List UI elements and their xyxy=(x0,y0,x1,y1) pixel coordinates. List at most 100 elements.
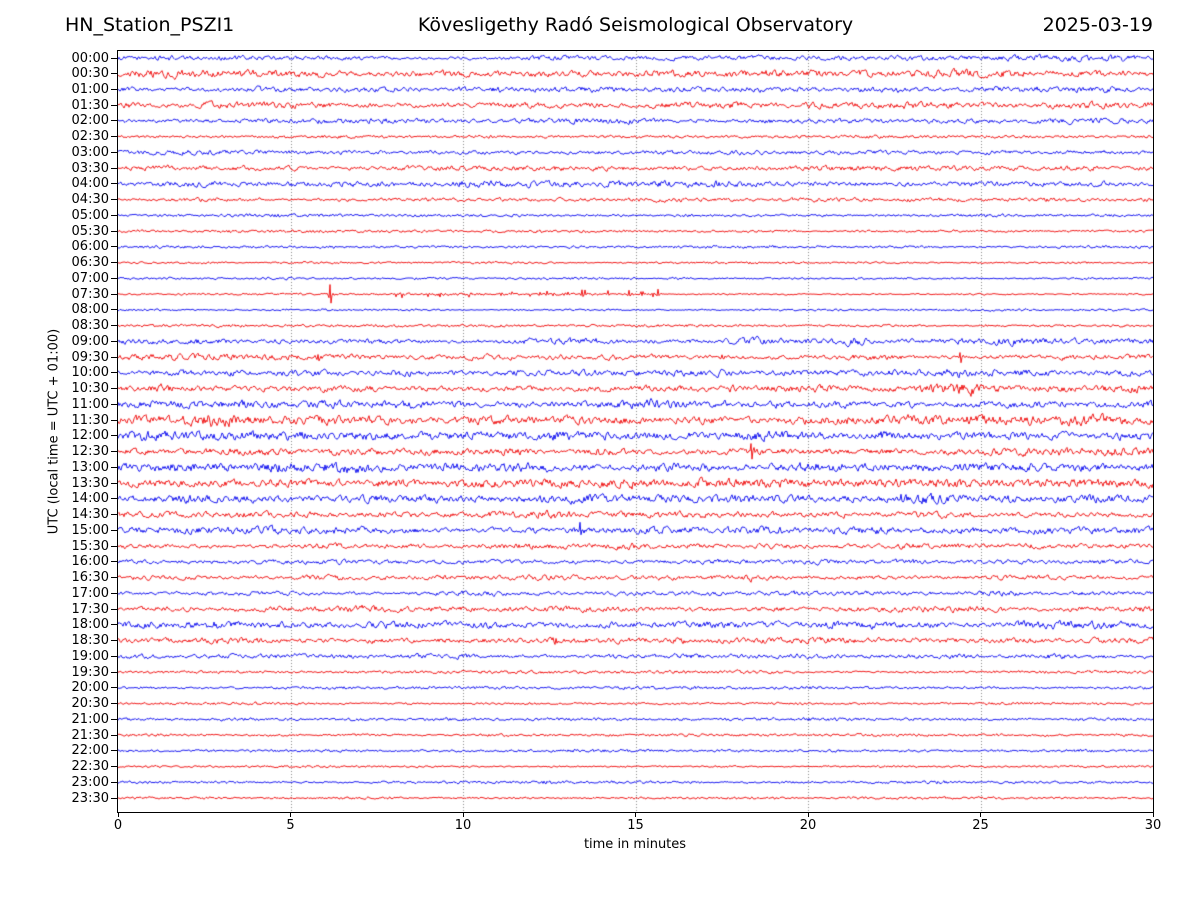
y-tick-label: 23:00 xyxy=(71,774,109,790)
y-tick-label: 18:00 xyxy=(71,617,109,633)
y-tick-label: 12:00 xyxy=(71,428,109,444)
y-tick-mark xyxy=(111,309,117,311)
y-tick-mark xyxy=(111,372,117,374)
x-tick-label: 0 xyxy=(113,818,123,833)
y-tick-mark xyxy=(111,671,117,673)
y-tick-label: 13:00 xyxy=(71,459,109,475)
y-tick-label: 21:30 xyxy=(71,727,109,743)
y-tick-mark xyxy=(111,167,117,169)
y-tick-label: 19:30 xyxy=(71,664,109,680)
y-tick-label: 11:30 xyxy=(71,412,109,428)
y-tick-mark xyxy=(111,435,117,437)
y-tick-mark xyxy=(111,703,117,705)
y-tick-mark xyxy=(111,514,117,516)
y-tick-mark xyxy=(111,797,117,799)
y-tick-mark xyxy=(111,482,117,484)
y-tick-label: 01:30 xyxy=(71,97,109,113)
y-tick-mark xyxy=(111,734,117,736)
y-tick-mark xyxy=(111,230,117,232)
y-tick-label: 16:00 xyxy=(71,554,109,570)
y-tick-label: 00:30 xyxy=(71,66,109,82)
x-tick-label: 25 xyxy=(972,818,989,833)
x-tick-mark xyxy=(290,812,291,817)
y-tick-label: 08:30 xyxy=(71,318,109,334)
seismogram-traces xyxy=(118,51,1153,812)
y-tick-label: 06:00 xyxy=(71,239,109,255)
y-tick-label: 14:00 xyxy=(71,491,109,507)
y-tick-mark xyxy=(111,561,117,563)
y-tick-mark xyxy=(111,262,117,264)
x-tick-mark xyxy=(980,812,981,817)
y-tick-mark xyxy=(111,151,117,153)
x-tick-label: 15 xyxy=(627,818,644,833)
y-tick-mark xyxy=(111,356,117,358)
x-tick-mark xyxy=(807,812,809,817)
y-tick-mark xyxy=(111,577,117,579)
y-tick-mark xyxy=(111,325,117,327)
x-tick-label: 20 xyxy=(799,818,817,833)
y-tick-mark xyxy=(111,403,117,405)
y-tick-label: 12:30 xyxy=(71,444,109,460)
y-tick-mark xyxy=(111,199,117,201)
x-axis-title: time in minutes xyxy=(583,837,687,852)
y-tick-mark xyxy=(111,766,117,768)
y-tick-mark xyxy=(111,655,117,657)
y-tick-label: 01:00 xyxy=(71,81,109,97)
x-tick-label: 30 xyxy=(1144,818,1162,833)
date-label: 2025-03-19 xyxy=(1042,14,1153,36)
x-tick-mark xyxy=(635,812,636,817)
y-tick-label: 23:30 xyxy=(71,790,109,806)
y-tick-mark xyxy=(111,498,117,500)
x-tick-label: 10 xyxy=(454,818,472,833)
y-tick-mark xyxy=(111,136,117,138)
y-tick-mark xyxy=(111,340,117,342)
y-tick-mark xyxy=(111,466,117,468)
y-tick-label: 11:00 xyxy=(71,396,109,412)
y-tick-mark xyxy=(111,592,117,594)
y-tick-label: 03:00 xyxy=(71,144,109,160)
y-tick-label: 06:30 xyxy=(71,255,109,271)
y-tick-mark xyxy=(111,781,117,783)
x-tick-mark xyxy=(1152,812,1154,817)
y-tick-label: 05:00 xyxy=(71,207,109,223)
y-tick-mark xyxy=(111,214,117,216)
y-tick-mark xyxy=(111,293,117,295)
y-tick-label: 10:30 xyxy=(71,381,109,397)
x-tick-mark xyxy=(117,812,119,817)
y-tick-label: 22:00 xyxy=(71,743,109,759)
y-tick-label: 02:30 xyxy=(71,129,109,145)
y-tick-mark xyxy=(111,419,117,421)
y-tick-label: 18:30 xyxy=(71,633,109,649)
y-tick-mark xyxy=(111,246,117,248)
y-tick-label: 22:30 xyxy=(71,759,109,775)
y-tick-label: 07:00 xyxy=(71,270,109,286)
y-tick-mark xyxy=(111,183,117,185)
y-tick-label: 03:30 xyxy=(71,160,109,176)
y-tick-mark xyxy=(111,388,117,390)
x-tick-mark xyxy=(462,812,464,817)
y-tick-label: 05:30 xyxy=(71,223,109,239)
y-tick-mark xyxy=(111,57,117,59)
y-tick-mark xyxy=(111,451,117,453)
y-tick-mark xyxy=(111,88,117,90)
y-tick-label: 21:00 xyxy=(71,711,109,727)
y-tick-label: 07:30 xyxy=(71,286,109,302)
y-tick-label: 17:30 xyxy=(71,601,109,617)
y-tick-mark xyxy=(111,277,117,279)
y-tick-label: 02:00 xyxy=(71,113,109,129)
plot-area xyxy=(117,50,1154,813)
y-tick-mark xyxy=(111,624,117,626)
y-tick-label: 04:30 xyxy=(71,192,109,208)
y-tick-mark xyxy=(111,120,117,122)
y-tick-label: 04:00 xyxy=(71,176,109,192)
y-tick-label: 13:30 xyxy=(71,475,109,491)
x-tick-label: 5 xyxy=(286,818,295,833)
y-tick-mark xyxy=(111,104,117,106)
station-label: HN_Station_PSZI1 xyxy=(65,14,235,36)
y-tick-mark xyxy=(111,545,117,547)
y-tick-label: 14:30 xyxy=(71,507,109,523)
y-tick-mark xyxy=(111,529,117,531)
y-tick-label: 00:00 xyxy=(71,50,109,66)
y-tick-mark xyxy=(111,718,117,720)
